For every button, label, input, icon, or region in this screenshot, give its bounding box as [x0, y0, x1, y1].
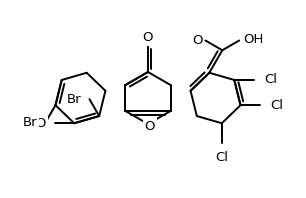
Text: O: O — [143, 31, 153, 44]
Text: HO: HO — [26, 117, 47, 130]
Text: O: O — [145, 120, 155, 132]
Text: Br: Br — [23, 116, 38, 129]
Text: Cl: Cl — [264, 73, 277, 87]
Text: Cl: Cl — [270, 99, 283, 112]
Text: OH: OH — [243, 33, 263, 46]
Text: O: O — [192, 34, 202, 47]
Text: Cl: Cl — [215, 151, 228, 164]
Text: Br: Br — [67, 93, 81, 106]
